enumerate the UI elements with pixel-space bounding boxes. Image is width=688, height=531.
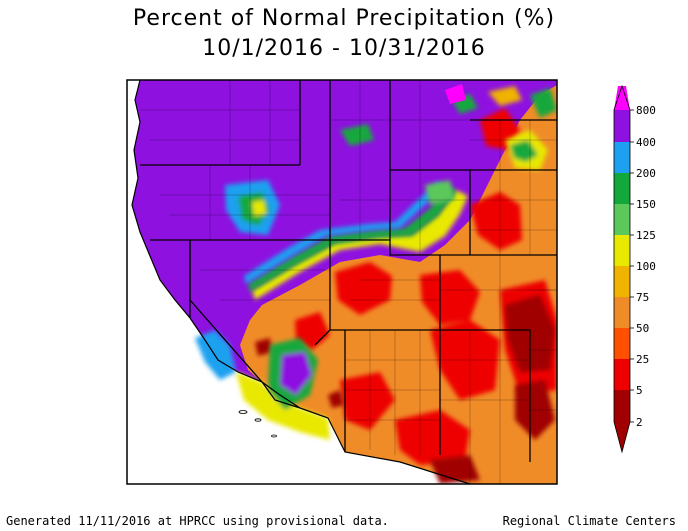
legend-label: 50 [636, 322, 649, 335]
legend-swatch-50 [614, 297, 630, 328]
precip-zone [248, 186, 456, 292]
legend-label: 200 [636, 167, 656, 180]
legend-swatch-75 [614, 266, 630, 297]
precip-zone [335, 262, 392, 315]
legend-labels: 800 400 200 150 125 100 75 50 25 5 2 [630, 104, 656, 429]
legend-label: 400 [636, 136, 656, 149]
precip-zone [340, 124, 374, 146]
legend-label: 125 [636, 229, 656, 242]
legend-label: 2 [636, 416, 643, 429]
map-area [126, 79, 558, 485]
precip-zone [425, 180, 455, 205]
island [254, 418, 262, 422]
coastline [131, 79, 471, 485]
precip-zone [395, 410, 470, 465]
legend-label: 5 [636, 384, 643, 397]
precip-zone [530, 88, 557, 118]
legend-swatch-100 [614, 235, 630, 266]
legend-swatch-400 [614, 110, 630, 142]
county-borders [140, 80, 557, 484]
legend-label: 800 [636, 104, 656, 117]
precip-zone [195, 330, 236, 380]
date-range: 10/1/2016 - 10/31/2016 [202, 36, 486, 61]
precip-zone [470, 192, 522, 250]
legend-swatch-125 [614, 204, 630, 235]
precip-zone [280, 352, 312, 395]
legend-colorbar [613, 84, 631, 454]
legend-label: 25 [636, 353, 649, 366]
precip-zone [340, 372, 395, 430]
legend-label: 100 [636, 260, 656, 273]
precip-zone [445, 84, 466, 104]
island [271, 434, 277, 438]
legend-swatch-2 [614, 390, 630, 452]
credit-text: Regional Climate Centers [502, 514, 676, 528]
precip-zone [255, 338, 272, 356]
legend-label: 75 [636, 291, 649, 304]
legend-swatch-800 [614, 86, 630, 110]
map-title: Percent of Normal Precipitation (%) [132, 6, 556, 31]
precip-zone [244, 182, 444, 284]
map-frame [126, 79, 558, 485]
precip-zone [295, 312, 330, 350]
precip-zone [328, 390, 344, 408]
precip-zone [252, 190, 468, 300]
legend-swatch-25 [614, 328, 630, 359]
legend-swatch-150 [614, 173, 630, 204]
precip-zone [488, 86, 522, 106]
precip-zone [510, 140, 538, 162]
precip-zone [430, 455, 480, 484]
generated-note: Generated 11/11/2016 at HPRCC using prov… [6, 514, 389, 528]
island [238, 410, 248, 414]
legend-swatch-5 [614, 359, 630, 390]
precip-zone [420, 270, 480, 325]
legend-swatch-200 [614, 142, 630, 173]
precip-zone [252, 200, 266, 216]
legend-label: 150 [636, 198, 656, 211]
